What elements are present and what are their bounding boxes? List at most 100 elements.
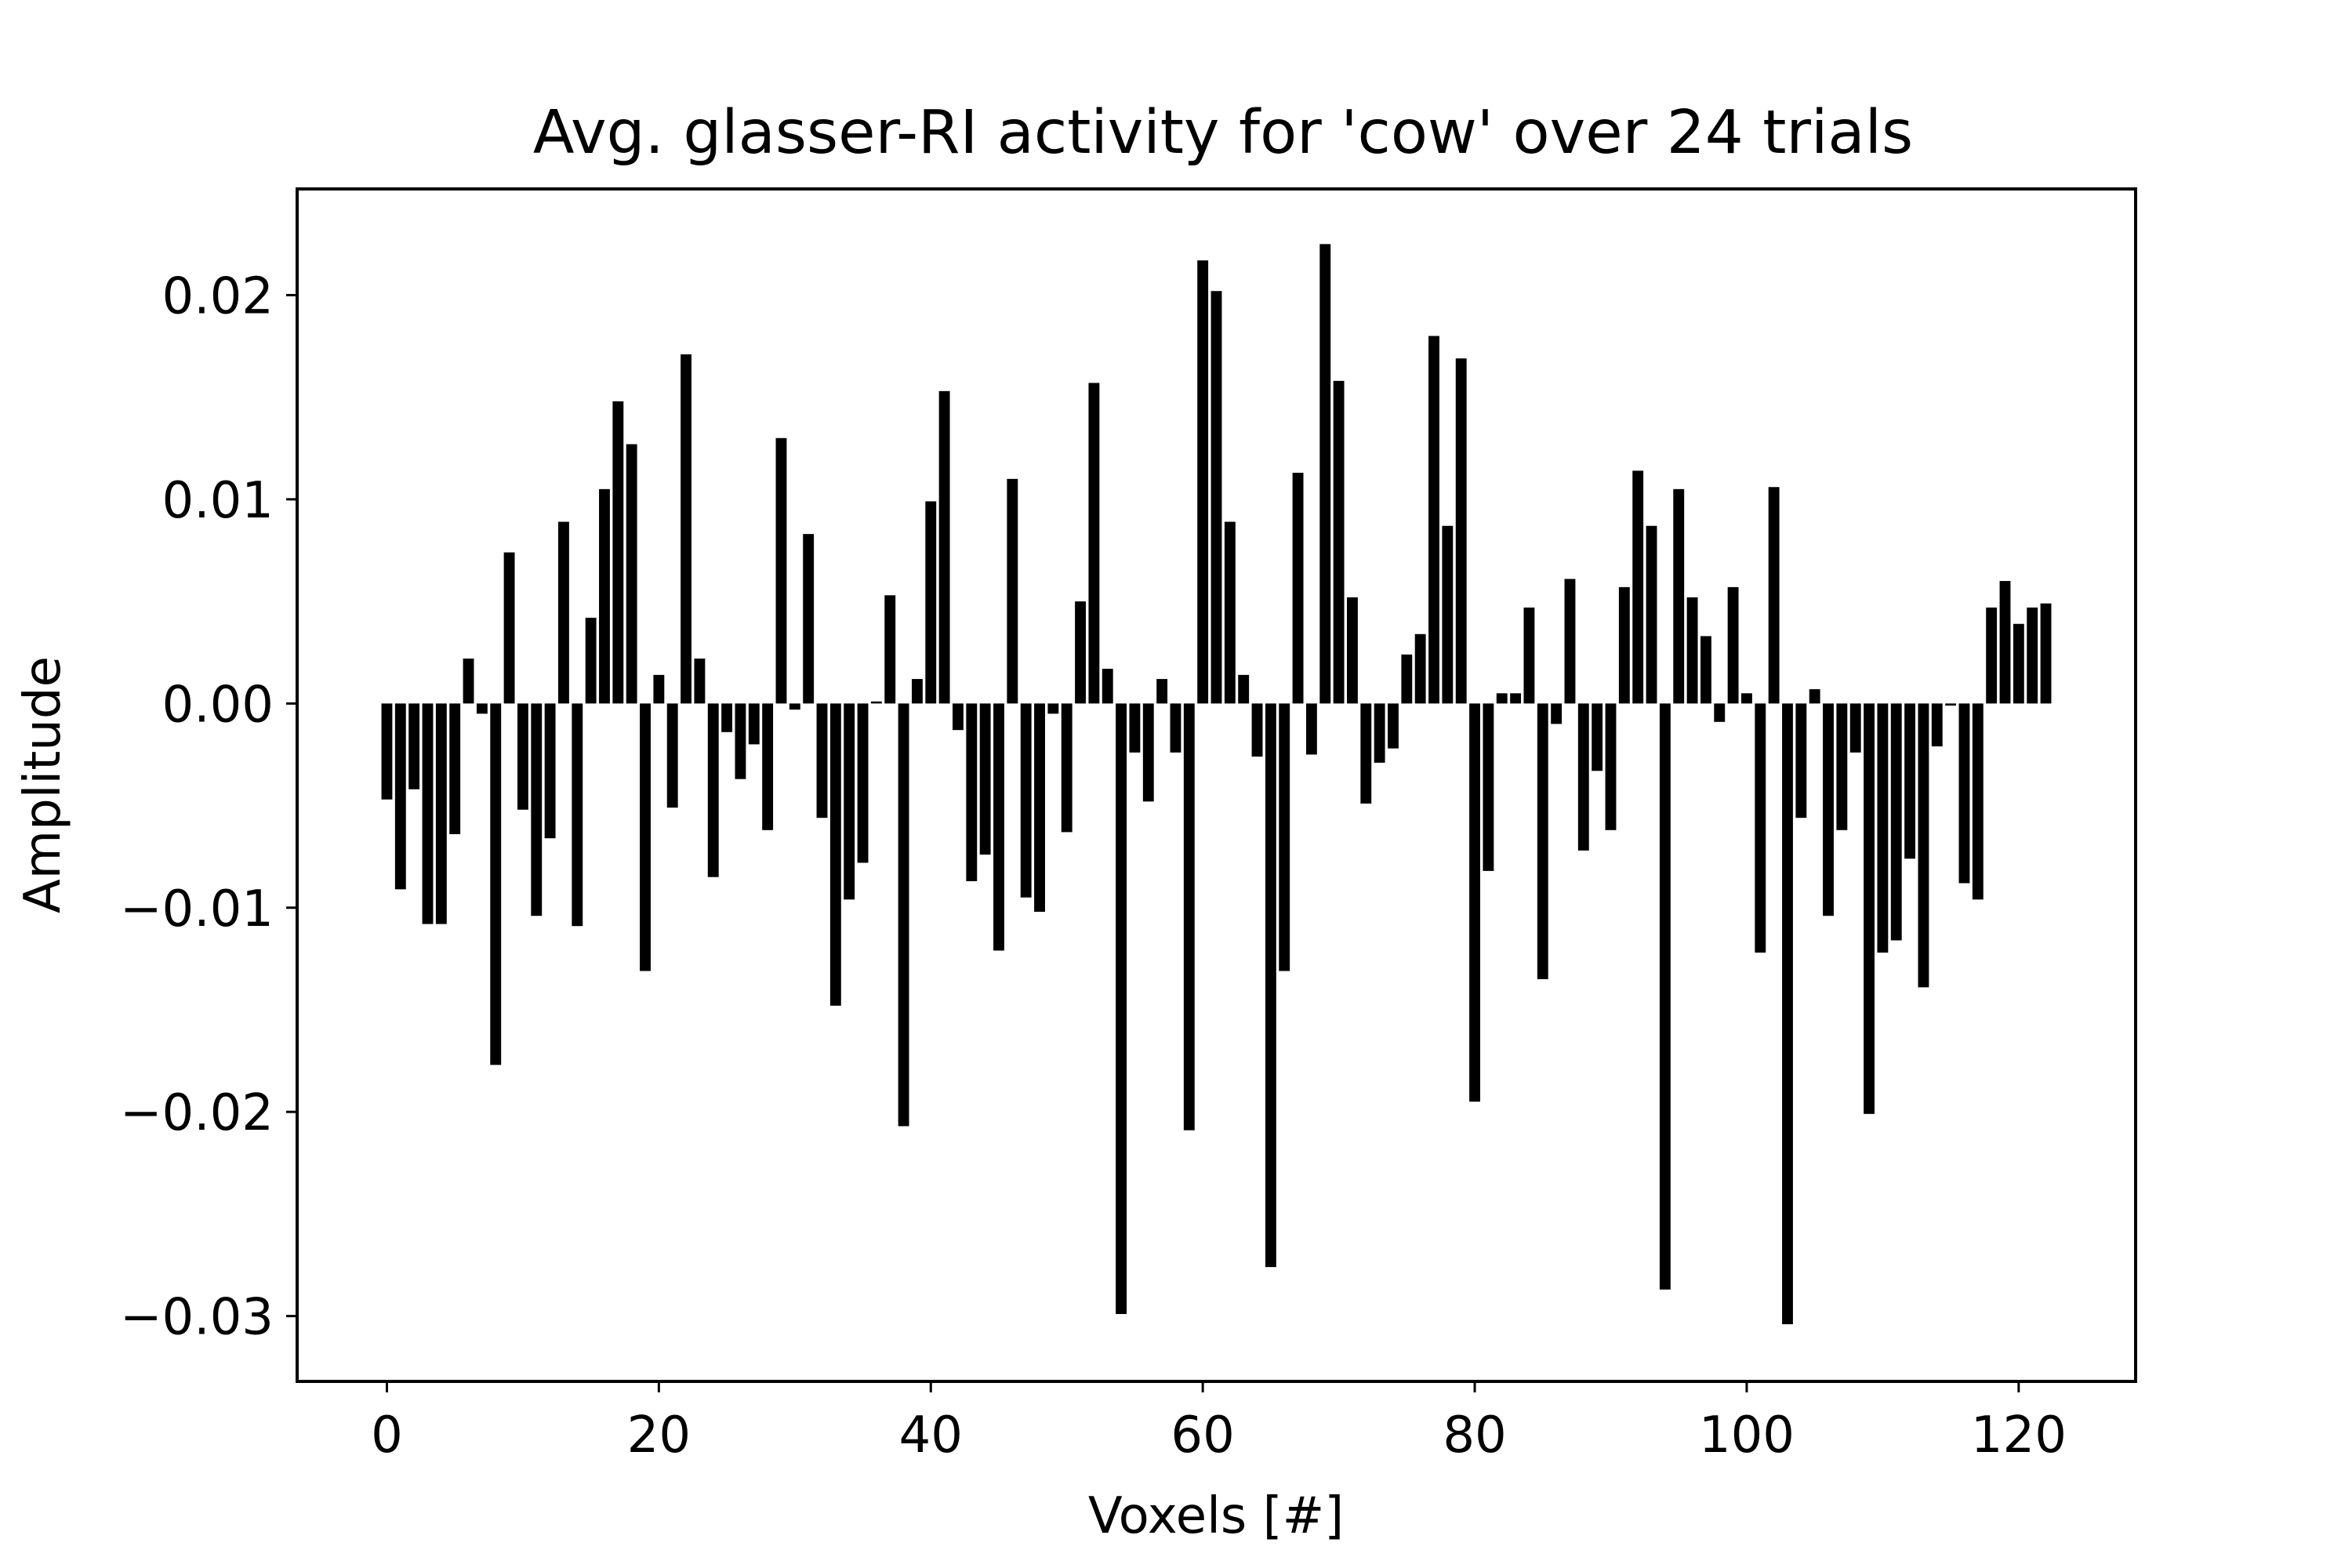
bar-voxel-56 [1142, 703, 1154, 802]
bar-voxel-51 [1075, 601, 1086, 704]
bar-voxel-89 [1592, 703, 1603, 771]
bar-voxel-23 [694, 659, 706, 704]
bar-voxel-101 [1755, 703, 1766, 953]
y-tick-label: 0.02 [162, 267, 274, 325]
x-tick-label: 80 [1443, 1406, 1506, 1465]
bar-voxel-29 [775, 437, 787, 704]
bar-voxel-53 [1102, 669, 1113, 704]
bar-voxel-46 [1007, 478, 1018, 704]
bar-voxel-32 [816, 703, 828, 818]
bar-voxel-0 [381, 703, 393, 800]
bar-voxel-81 [1483, 703, 1494, 871]
bar-voxel-66 [1279, 703, 1290, 971]
bar-voxel-104 [1795, 703, 1807, 818]
bar-voxel-49 [1047, 703, 1059, 714]
plot-frame [296, 187, 2137, 1383]
bar-voxel-84 [1523, 607, 1535, 704]
bar-voxel-18 [626, 444, 637, 704]
bar-voxel-99 [1727, 586, 1739, 704]
bar-voxel-78 [1442, 525, 1454, 704]
bar-voxel-92 [1632, 470, 1644, 704]
bar-voxel-21 [666, 703, 678, 808]
bar-voxel-38 [898, 703, 909, 1127]
bar-voxel-97 [1700, 636, 1711, 704]
bar-voxel-17 [612, 401, 624, 704]
bar-voxel-50 [1061, 703, 1073, 833]
bar-voxel-20 [653, 674, 665, 704]
bar-voxel-14 [572, 703, 583, 927]
y-tick-label: −0.02 [120, 1084, 274, 1142]
bar-voxel-103 [1782, 703, 1793, 1325]
bar-voxel-35 [857, 703, 869, 863]
bar-voxel-88 [1577, 703, 1589, 851]
bar-voxel-43 [966, 703, 978, 881]
bar-voxel-47 [1020, 703, 1032, 898]
bar-voxel-117 [1972, 703, 1984, 900]
bar-voxel-95 [1673, 488, 1685, 704]
bar-voxel-76 [1414, 633, 1426, 704]
y-axis-label: Amplitude [14, 656, 72, 913]
bar-voxel-112 [1904, 703, 1916, 859]
bar-voxel-13 [558, 521, 569, 704]
bar-voxel-55 [1129, 703, 1141, 753]
bar-voxel-109 [1864, 703, 1875, 1114]
bar-voxel-75 [1401, 654, 1413, 704]
bar-voxel-48 [1034, 703, 1045, 912]
bar-voxel-25 [721, 703, 733, 732]
bar-voxel-105 [1809, 689, 1820, 704]
bar-voxel-102 [1768, 487, 1780, 704]
bar-voxel-52 [1088, 383, 1100, 704]
x-tick-label: 120 [1971, 1406, 2067, 1465]
bar-voxel-1 [394, 703, 406, 890]
bar-voxel-83 [1510, 693, 1522, 704]
bar-voxel-68 [1305, 703, 1317, 755]
bar-voxel-77 [1428, 336, 1439, 704]
bar-voxel-67 [1292, 473, 1304, 704]
x-tick-label: 100 [1699, 1406, 1795, 1465]
bar-voxel-22 [681, 354, 691, 704]
bar-voxel-30 [789, 703, 800, 710]
bar-voxel-16 [599, 488, 610, 704]
bar-voxel-65 [1265, 703, 1276, 1268]
bar-voxel-122 [2040, 603, 2052, 704]
bar-voxel-33 [829, 703, 841, 1006]
y-tick-label: 0.00 [162, 676, 274, 734]
bar-voxel-71 [1347, 597, 1358, 704]
bar-voxel-28 [762, 703, 774, 830]
bar-voxel-24 [707, 703, 719, 877]
bar-voxel-93 [1646, 525, 1657, 704]
bar-voxel-121 [2027, 607, 2038, 704]
bar-voxel-37 [884, 595, 896, 704]
x-tick-label: 0 [371, 1406, 403, 1465]
bar-voxel-114 [1931, 703, 1943, 747]
bar-voxel-80 [1469, 703, 1480, 1102]
bar-voxel-72 [1360, 703, 1372, 804]
bar-voxel-120 [2013, 623, 2024, 704]
bar-voxel-61 [1210, 291, 1222, 704]
bar-voxel-19 [640, 703, 651, 971]
bar-voxel-90 [1605, 703, 1617, 830]
bar-voxel-26 [735, 703, 746, 779]
bar-voxel-41 [938, 390, 950, 704]
bar-voxel-94 [1659, 703, 1671, 1290]
bar-voxel-82 [1496, 693, 1508, 704]
bar-voxel-27 [748, 703, 760, 745]
bar-voxel-73 [1374, 703, 1385, 763]
bar-voxel-12 [544, 703, 556, 839]
bar-voxel-106 [1823, 703, 1834, 916]
x-tick-label: 40 [899, 1406, 963, 1465]
chart-title: Avg. glasser-RI activity for 'cow' over … [533, 98, 1913, 168]
bar-voxel-5 [449, 703, 461, 835]
bar-voxel-57 [1156, 679, 1168, 704]
bar-voxel-108 [1849, 703, 1861, 753]
bar-voxel-4 [435, 703, 447, 924]
bar-voxel-44 [979, 703, 991, 855]
bar-series [381, 244, 2052, 1325]
bar-voxel-2 [408, 703, 420, 789]
bar-voxel-85 [1537, 703, 1548, 979]
bar-voxel-96 [1686, 597, 1698, 704]
bar-voxel-64 [1251, 703, 1263, 757]
y-tick-label: −0.03 [120, 1289, 274, 1347]
bar-voxel-63 [1238, 674, 1250, 704]
